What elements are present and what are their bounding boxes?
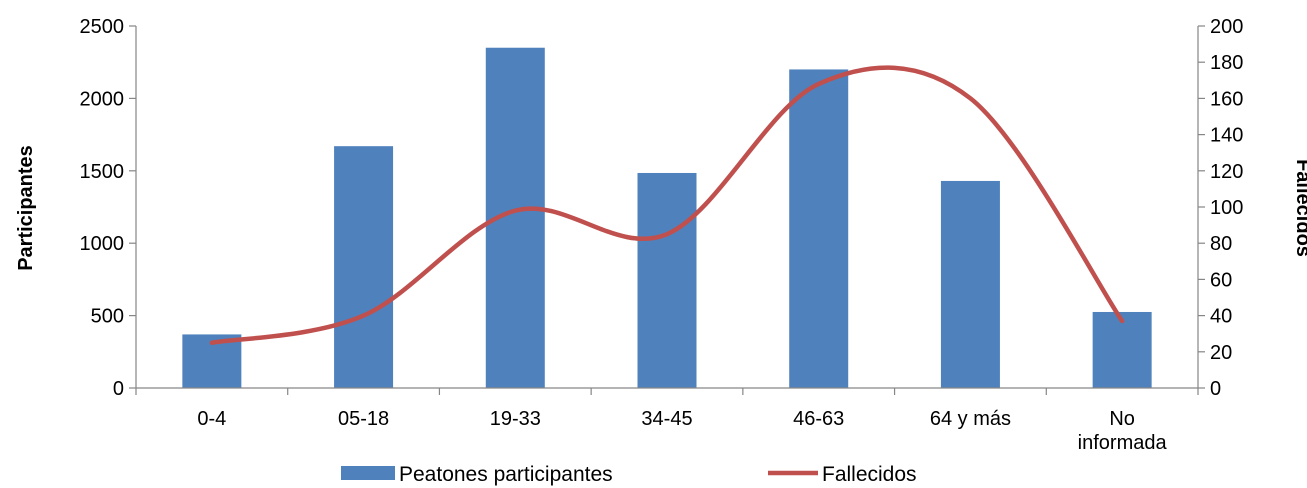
x-tick-labels: 0-4 05-18 19-33 34-45 46-63 64 y más No informa…	[197, 408, 1167, 454]
y2-tick-labels: 0 20 40 60 80 100 120 140 160 180 200	[1210, 16, 1243, 400]
x-tick-label: 34-45	[641, 408, 692, 430]
y2-tick-label: 200	[1210, 16, 1243, 38]
x-tick-label: 05-18	[338, 408, 389, 430]
bar-6	[940, 180, 1000, 388]
bar-5	[789, 69, 849, 388]
y-tick-label: 1500	[80, 161, 125, 183]
x-tick-label: 19-33	[490, 408, 541, 430]
x-tick-label: 0-4	[197, 408, 226, 430]
x-tick-label: 64 y más	[930, 408, 1011, 430]
y2-tick-label: 20	[1210, 342, 1232, 364]
y2-tick-label: 80	[1210, 233, 1232, 255]
y-tick-labels: 0 500 1000 1500 2000 2500	[80, 16, 125, 400]
y2-tick-label: 120	[1210, 161, 1243, 183]
y2-tick-label: 100	[1210, 197, 1243, 219]
fallecidos-line	[209, 65, 1125, 345]
legend-label-peatones: Peatones participantes	[399, 463, 613, 486]
bar-7	[1092, 311, 1152, 388]
legend: Peatones participantes Fallecidos	[341, 463, 917, 486]
y2-tick-label: 40	[1210, 306, 1232, 328]
y-tick-label: 2500	[80, 16, 125, 38]
y-tick-label: 0	[113, 378, 124, 400]
axes	[129, 25, 1205, 395]
bars	[182, 47, 1152, 388]
bar-4	[637, 172, 697, 388]
y-tick-label: 500	[91, 306, 124, 328]
y2-tick-label: 60	[1210, 269, 1232, 291]
y-tick-label: 2000	[80, 88, 125, 110]
y2-tick-label: 180	[1210, 52, 1243, 74]
y2-tick-label: 0	[1210, 378, 1221, 400]
y-tick-label: 1000	[80, 233, 125, 255]
y-axis-title: Participantes	[15, 145, 37, 271]
y2-axis-title: Fallecidos	[1292, 159, 1307, 257]
y2-tick-label: 140	[1210, 125, 1243, 147]
x-tick-label: No informada	[1078, 408, 1168, 454]
legend-swatch-peatones	[341, 466, 395, 480]
legend-label-fallecidos: Fallecidos	[822, 463, 917, 486]
bar-2	[334, 146, 394, 388]
y2-tick-label: 160	[1210, 88, 1243, 110]
x-tick-label: 46-63	[793, 408, 844, 430]
